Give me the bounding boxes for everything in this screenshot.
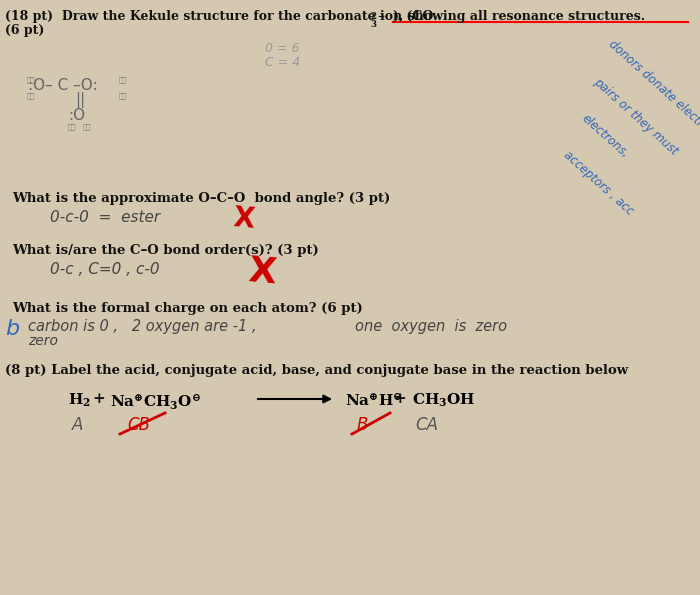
Text: What is/are the C–O bond order(s)? (3 pt): What is/are the C–O bond order(s)? (3 pt…	[12, 244, 318, 257]
Text: one  oxygen  is  zero: one oxygen is zero	[355, 319, 507, 334]
Text: ‧‧: ‧‧	[119, 91, 127, 99]
Text: (8 pt) Label the acid, conjugate acid, base, and conjugate base in the reaction : (8 pt) Label the acid, conjugate acid, b…	[5, 364, 628, 377]
Text: b: b	[5, 319, 19, 339]
Text: CB: CB	[127, 416, 150, 434]
Text: pairs or they must: pairs or they must	[592, 75, 680, 157]
Text: X: X	[232, 204, 256, 234]
Text: ), showing all resonance structures.: ), showing all resonance structures.	[393, 10, 645, 23]
Text: acceptors , acc: acceptors , acc	[561, 148, 636, 217]
Text: What is the approximate O–C–O  bond angle? (3 pt): What is the approximate O–C–O bond angle…	[12, 192, 391, 205]
Text: ‧‧: ‧‧	[27, 91, 36, 99]
Text: zero: zero	[28, 334, 58, 348]
Text: +: +	[393, 392, 406, 406]
Text: donors donate electr: donors donate electr	[606, 38, 700, 130]
Text: electrons,: electrons,	[580, 112, 631, 161]
Text: CA: CA	[415, 416, 438, 434]
Text: ‧‧: ‧‧	[68, 122, 76, 130]
Text: (18 pt)  Draw the Kekule structure for the carbonate ion (CO: (18 pt) Draw the Kekule structure for th…	[5, 10, 433, 23]
Text: carbon is 0 ,   2 oxygen are -1 ,: carbon is 0 , 2 oxygen are -1 ,	[28, 319, 256, 334]
Text: A: A	[72, 416, 83, 434]
Text: 0-c , C=0 , c-0: 0-c , C=0 , c-0	[50, 262, 160, 277]
Text: C = 4: C = 4	[265, 56, 300, 69]
Text: 0 = 6: 0 = 6	[265, 42, 300, 55]
Text: ‧‧: ‧‧	[27, 75, 36, 83]
Text: +: +	[92, 392, 105, 406]
Text: X: X	[247, 254, 278, 290]
Text: $\mathregular{_3^{2-}}$: $\mathregular{_3^{2-}}$	[370, 10, 386, 30]
Text: CH$\mathregular{_3}$OH: CH$\mathregular{_3}$OH	[412, 392, 475, 409]
Text: What is the formal charge on each atom? (6 pt): What is the formal charge on each atom? …	[12, 302, 363, 315]
Text: $\mathregular{H_2}$: $\mathregular{H_2}$	[68, 392, 91, 409]
Text: :O– C –O:: :O– C –O:	[28, 78, 97, 93]
Text: B: B	[357, 416, 368, 434]
Text: ‧‧: ‧‧	[83, 122, 92, 130]
Text: Na$\mathregular{^{\oplus}}$H$\mathregular{^{\ominus}}$: Na$\mathregular{^{\oplus}}$H$\mathregula…	[345, 392, 402, 409]
Text: Na$\mathregular{^{\oplus}}$CH$\mathregular{_3}$O$\mathregular{^{\ominus}}$: Na$\mathregular{^{\oplus}}$CH$\mathregul…	[110, 392, 201, 411]
Text: 0-c-0  =  ester: 0-c-0 = ester	[50, 210, 160, 225]
Text: ||: ||	[75, 92, 85, 108]
Text: :O: :O	[68, 108, 85, 123]
Text: ‧‧: ‧‧	[119, 75, 127, 83]
Text: (6 pt): (6 pt)	[5, 24, 44, 37]
